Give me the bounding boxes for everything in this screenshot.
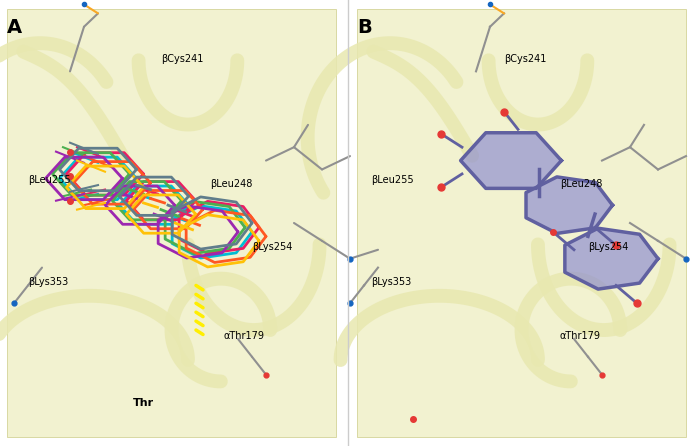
Text: βLys254: βLys254 xyxy=(588,242,629,252)
Polygon shape xyxy=(461,133,561,188)
Text: βLeu255: βLeu255 xyxy=(371,175,414,185)
Text: A: A xyxy=(7,18,22,37)
Text: βLeu255: βLeu255 xyxy=(28,175,71,185)
FancyBboxPatch shape xyxy=(357,9,686,437)
Text: αThr179: αThr179 xyxy=(224,331,265,341)
Text: βLys353: βLys353 xyxy=(28,277,69,287)
Text: αThr179: αThr179 xyxy=(560,331,601,341)
Polygon shape xyxy=(565,228,658,289)
Text: βCys241: βCys241 xyxy=(161,54,204,64)
Text: B: B xyxy=(357,18,372,37)
Polygon shape xyxy=(526,177,612,233)
FancyBboxPatch shape xyxy=(7,9,336,437)
Text: βCys241: βCys241 xyxy=(504,54,547,64)
Text: βLys353: βLys353 xyxy=(371,277,412,287)
Text: βLeu248: βLeu248 xyxy=(210,179,253,189)
Text: βLys254: βLys254 xyxy=(252,242,293,252)
Text: βLeu248: βLeu248 xyxy=(560,179,603,189)
Text: Thr: Thr xyxy=(133,398,154,408)
